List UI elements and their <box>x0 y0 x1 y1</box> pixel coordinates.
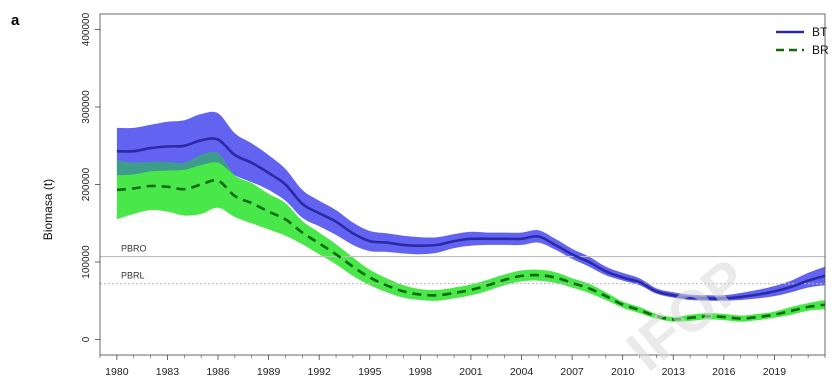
x-tick-label: 1986 <box>206 366 230 378</box>
x-tick-label: 1989 <box>257 366 281 378</box>
y-tick-label: 200000 <box>81 167 92 201</box>
panel-label: a <box>11 12 20 29</box>
x-tick-label: 1995 <box>358 366 382 378</box>
series-line-bt <box>116 137 826 300</box>
x-tick-label: 2004 <box>510 366 534 378</box>
bt-confidence-band <box>116 111 825 301</box>
ref-label-pbrl: PBRL <box>121 271 145 281</box>
watermark-logo: IFOP <box>615 247 760 383</box>
x-tick-label: 1992 <box>308 366 332 378</box>
legend-label-br: BR <box>812 43 829 57</box>
legend-label-bt: BT <box>812 25 828 39</box>
y-tick-label: 400000 <box>81 12 92 46</box>
reference-lines: PBRO PBRL <box>100 244 825 285</box>
y-tick-label: 300000 <box>81 90 92 124</box>
axes: 1980 1983 1986 1989 1992 1995 1998 2001 2004 2007… <box>41 12 826 378</box>
y-axis-label: Biomasa (t) <box>41 179 55 240</box>
x-tick-label: 2016 <box>712 366 736 378</box>
watermark: IFOP <box>615 247 760 383</box>
x-tick-label: 2019 <box>763 366 787 378</box>
y-tick-label: 100000 <box>81 245 92 279</box>
x-tick-label: 2013 <box>662 366 686 378</box>
confidence-bands <box>116 111 825 322</box>
y-tick-label: 0 <box>81 336 92 342</box>
series-lines <box>116 137 826 321</box>
series-line-br <box>116 178 826 321</box>
x-tick-label: 1998 <box>409 366 433 378</box>
x-tick-label: 2001 <box>459 366 483 378</box>
legend: BT BR <box>776 25 829 57</box>
ref-label-pbro: PBRO <box>121 244 147 254</box>
x-tick-label: 2010 <box>611 366 635 378</box>
x-tick-label: 1983 <box>156 366 180 378</box>
x-tick-label: 2007 <box>560 366 584 378</box>
x-tick-label: 1980 <box>105 366 129 378</box>
